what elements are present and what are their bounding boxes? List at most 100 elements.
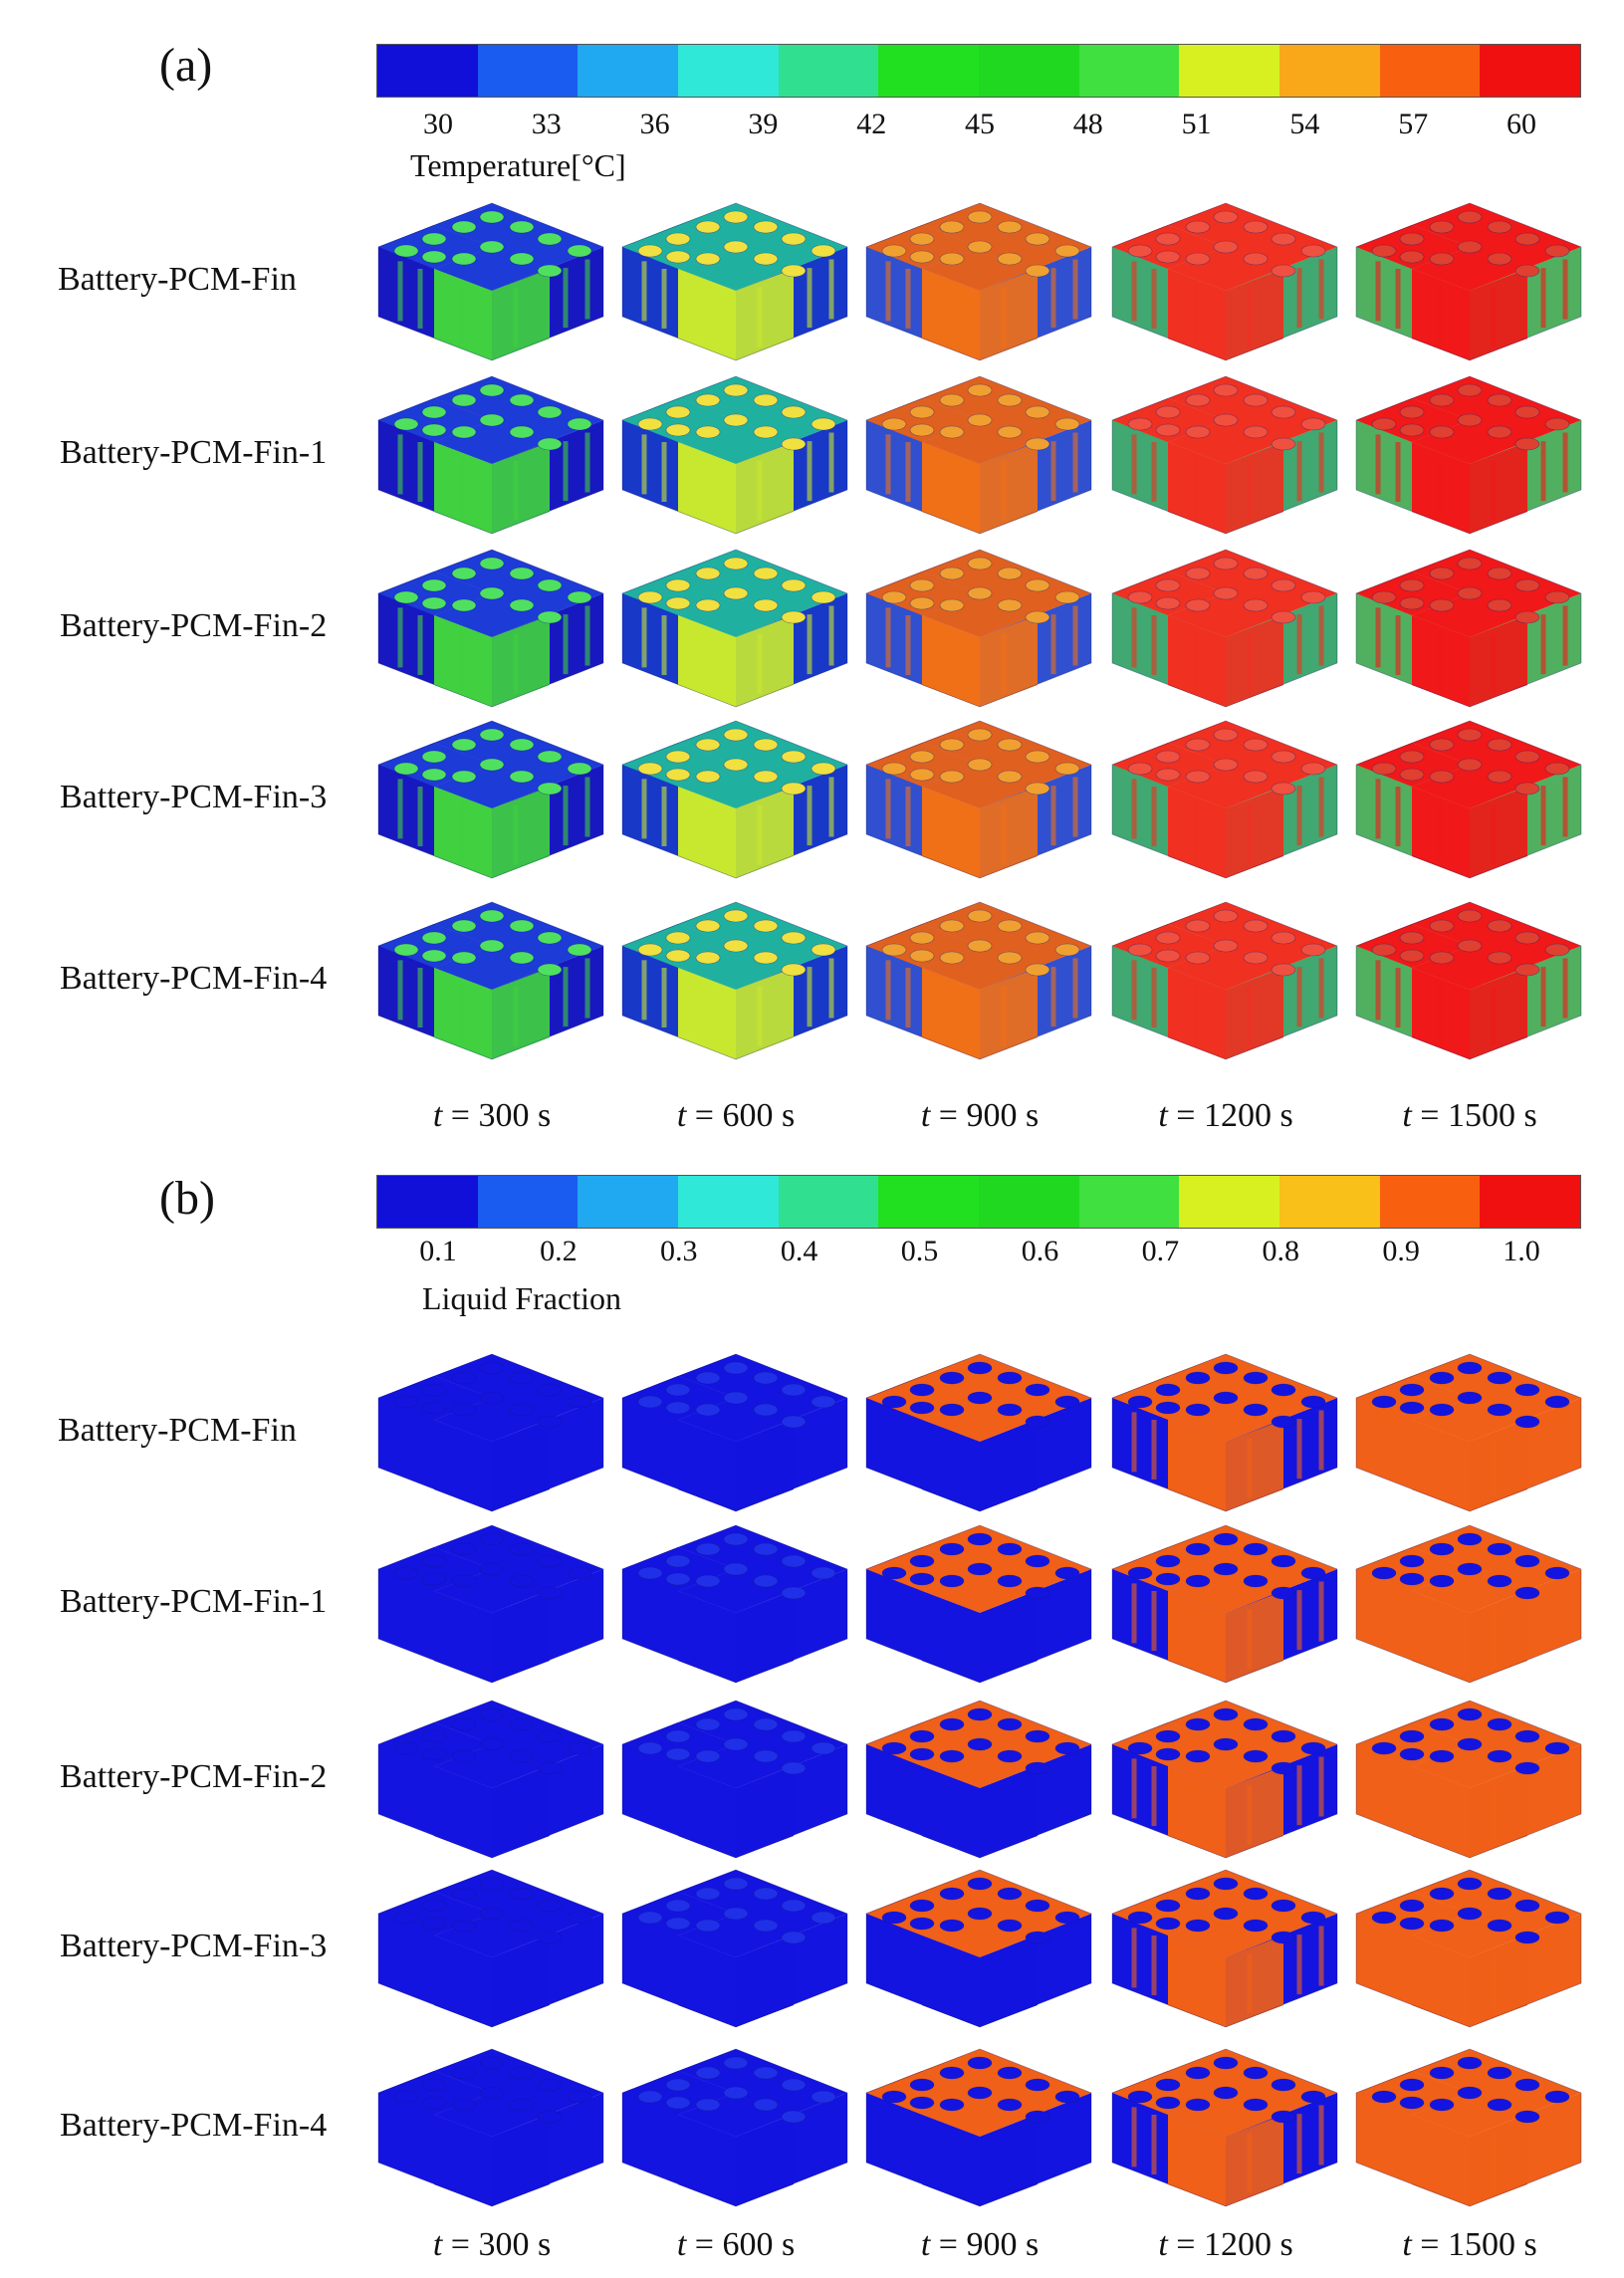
block-inner-face	[492, 442, 550, 534]
contour-cell	[377, 720, 604, 879]
block-inner-face	[1226, 615, 1283, 707]
block-outline	[621, 1869, 848, 2028]
block-top-face	[1412, 550, 1581, 637]
block-top-face-left	[622, 1376, 736, 1420]
block-top-face-left	[1112, 1376, 1226, 1420]
battery-cell-top	[1514, 931, 1540, 945]
battery-cell-top	[967, 557, 993, 570]
battery-cell-top	[781, 1554, 807, 1568]
battery-cell-top	[881, 590, 907, 604]
battery-cell-top	[723, 240, 749, 254]
battery-cell-top	[1457, 1361, 1483, 1375]
block-outline	[377, 549, 604, 708]
block-inner-face	[1226, 1766, 1283, 1858]
block-top-face-left	[1356, 225, 1470, 269]
battery-cell-top	[1514, 963, 1540, 977]
battery-cell-top	[753, 220, 779, 234]
battery-cell-top	[881, 943, 907, 957]
block-top-face	[678, 1354, 847, 1442]
battery-cell-top	[811, 1566, 836, 1580]
battery-cell-top	[753, 1919, 779, 1933]
battery-cell-top	[567, 1395, 592, 1409]
contour-cell	[377, 1524, 604, 1684]
battery-cell-top	[1429, 919, 1455, 933]
block-outline	[621, 375, 848, 535]
battery-cell-top	[1487, 919, 1512, 933]
battery-cell-top	[753, 1542, 779, 1556]
colorbar-segment	[778, 1176, 879, 1228]
colorbar-tick-label: 48	[1072, 108, 1103, 140]
battery-cell-top	[1213, 758, 1239, 772]
battery-cell-top	[1155, 232, 1181, 246]
battery-cell-top	[665, 931, 691, 945]
battery-cell-top	[811, 2090, 836, 2104]
block-outline	[865, 1869, 1092, 2028]
battery-cell-top	[939, 252, 965, 266]
time-label: t = 900 s	[920, 2226, 1040, 2263]
battery-cell-top	[665, 1572, 691, 1586]
block-top-face-left	[622, 225, 736, 269]
battery-cell-top	[1054, 1395, 1080, 1409]
battery-cell-top	[509, 393, 535, 407]
block-outline	[377, 2048, 604, 2207]
battery-cell-top	[665, 1747, 691, 1761]
battery-cell-top	[1025, 963, 1050, 977]
battery-cell-top	[1025, 782, 1050, 796]
battery-cell-top	[695, 252, 721, 266]
battery-cell-top	[909, 1917, 935, 1931]
contour-cell	[377, 901, 604, 1060]
battery-cell-top	[753, 951, 779, 965]
battery-cell-top	[1213, 557, 1239, 570]
battery-cell-top	[695, 1749, 721, 1763]
block-inner-face	[1470, 968, 1527, 1059]
battery-cell-top	[1457, 1907, 1483, 1921]
contour-cell	[865, 375, 1092, 535]
battery-cell-top	[1544, 1741, 1570, 1755]
battery-cell-top	[1213, 1562, 1239, 1576]
block-inner-face	[1226, 2115, 1283, 2206]
battery-cell-top	[509, 425, 535, 439]
battery-cell-top	[451, 220, 477, 234]
battery-cell-top	[723, 210, 749, 224]
battery-cell-top	[909, 1729, 935, 1743]
battery-cell-top	[909, 2078, 935, 2092]
block-top-face	[434, 376, 603, 464]
battery-cell-top	[781, 437, 807, 451]
block-outline	[377, 375, 604, 535]
battery-cell-top	[1514, 1761, 1540, 1775]
battery-cell-top	[537, 750, 563, 764]
battery-cell-top	[665, 949, 691, 963]
colorbar-tick-label: 0.7	[1141, 1235, 1180, 1267]
battery-cell-top	[665, 1917, 691, 1931]
colorbar-segment	[578, 1176, 679, 1228]
battery-cell-top	[811, 1395, 836, 1409]
block-top-face-left	[1112, 1547, 1226, 1591]
battery-cell-top	[1457, 413, 1483, 427]
battery-cell-top	[1185, 951, 1211, 965]
battery-cell-top	[1127, 2090, 1153, 2104]
battery-cell-top	[1213, 1737, 1239, 1751]
block-top-face	[1412, 1354, 1581, 1442]
battery-cell-top	[1155, 1899, 1181, 1913]
battery-cell-top	[695, 1403, 721, 1417]
block-top-face	[1168, 1354, 1337, 1442]
battery-cell-top	[997, 425, 1023, 439]
battery-cell-top	[1054, 1911, 1080, 1925]
battery-cell-top	[1487, 598, 1512, 612]
battery-cell-top	[479, 383, 505, 397]
battery-cell-top	[1243, 1717, 1269, 1731]
battery-cell-top	[1213, 909, 1239, 923]
battery-cell-top	[695, 1887, 721, 1901]
block-top-face-left	[866, 743, 980, 787]
battery-cell-top	[1155, 750, 1181, 764]
block-top-face-left	[1112, 225, 1226, 269]
block-outline	[1355, 2048, 1582, 2207]
block-top-face	[1168, 1525, 1337, 1613]
battery-cell-top	[1155, 578, 1181, 592]
battery-cell-top	[393, 244, 419, 258]
battery-cell-top	[781, 1415, 807, 1429]
battery-cell-top	[909, 1899, 935, 1913]
contour-cell	[1111, 549, 1338, 708]
battery-cell-top	[1025, 610, 1050, 624]
battery-cell-top	[1429, 220, 1455, 234]
